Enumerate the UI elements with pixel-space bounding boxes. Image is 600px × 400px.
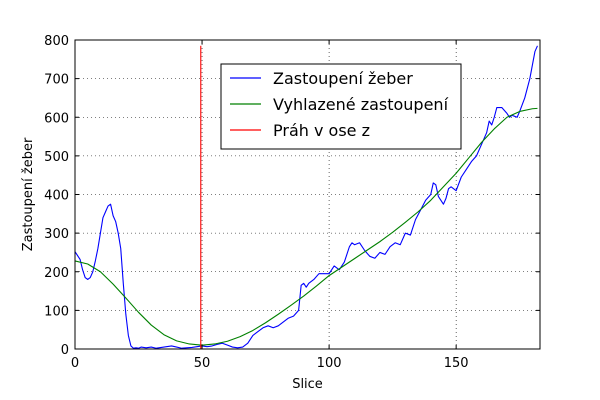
y-tick-label: 600: [44, 111, 69, 126]
y-tick-label: 800: [44, 34, 69, 49]
y-tick-label: 500: [44, 150, 69, 165]
series-line-zastoupeni-zeber: [74, 45, 538, 349]
y-tick-label: 400: [44, 189, 69, 204]
legend-entry-prah-v-ose-z: Práh v ose z: [230, 121, 370, 140]
y-tick-label: 0: [61, 343, 69, 358]
x-tick-label: 0: [71, 356, 79, 371]
y-axis-label: Zastoupení žeber: [21, 137, 36, 251]
y-tick-label: 300: [44, 227, 69, 242]
legend-entry-vyhlazene-zastoupeni: Vyhlazené zastoupení: [230, 95, 449, 114]
legend: Zastoupení žeber Vyhlazené zastoupení Pr…: [220, 63, 462, 150]
legend-label-vyhlazene-zastoupeni: Vyhlazené zastoupení: [273, 95, 449, 114]
legend-label-zastoupeni-zeber: Zastoupení žeber: [273, 69, 413, 88]
x-axis-label: Slice: [292, 377, 323, 392]
y-tick-label: 200: [44, 266, 69, 281]
axis-ticks: 0 50 100 150 0 100 200 300 400 500 600 700 800: [44, 34, 540, 371]
y-tick-label: 700: [44, 73, 69, 88]
legend-entry-zastoupeni-zeber: Zastoupení žeber: [230, 69, 413, 88]
x-tick-label: 150: [444, 356, 469, 371]
x-tick-label: 50: [194, 356, 211, 371]
legend-label-prah-v-ose-z: Práh v ose z: [273, 121, 370, 140]
series-lines: [74, 45, 538, 349]
series-line-vyhlazene-zastoupeni: [74, 107, 538, 346]
y-tick-label: 100: [44, 304, 69, 319]
x-tick-label: 100: [317, 356, 342, 371]
